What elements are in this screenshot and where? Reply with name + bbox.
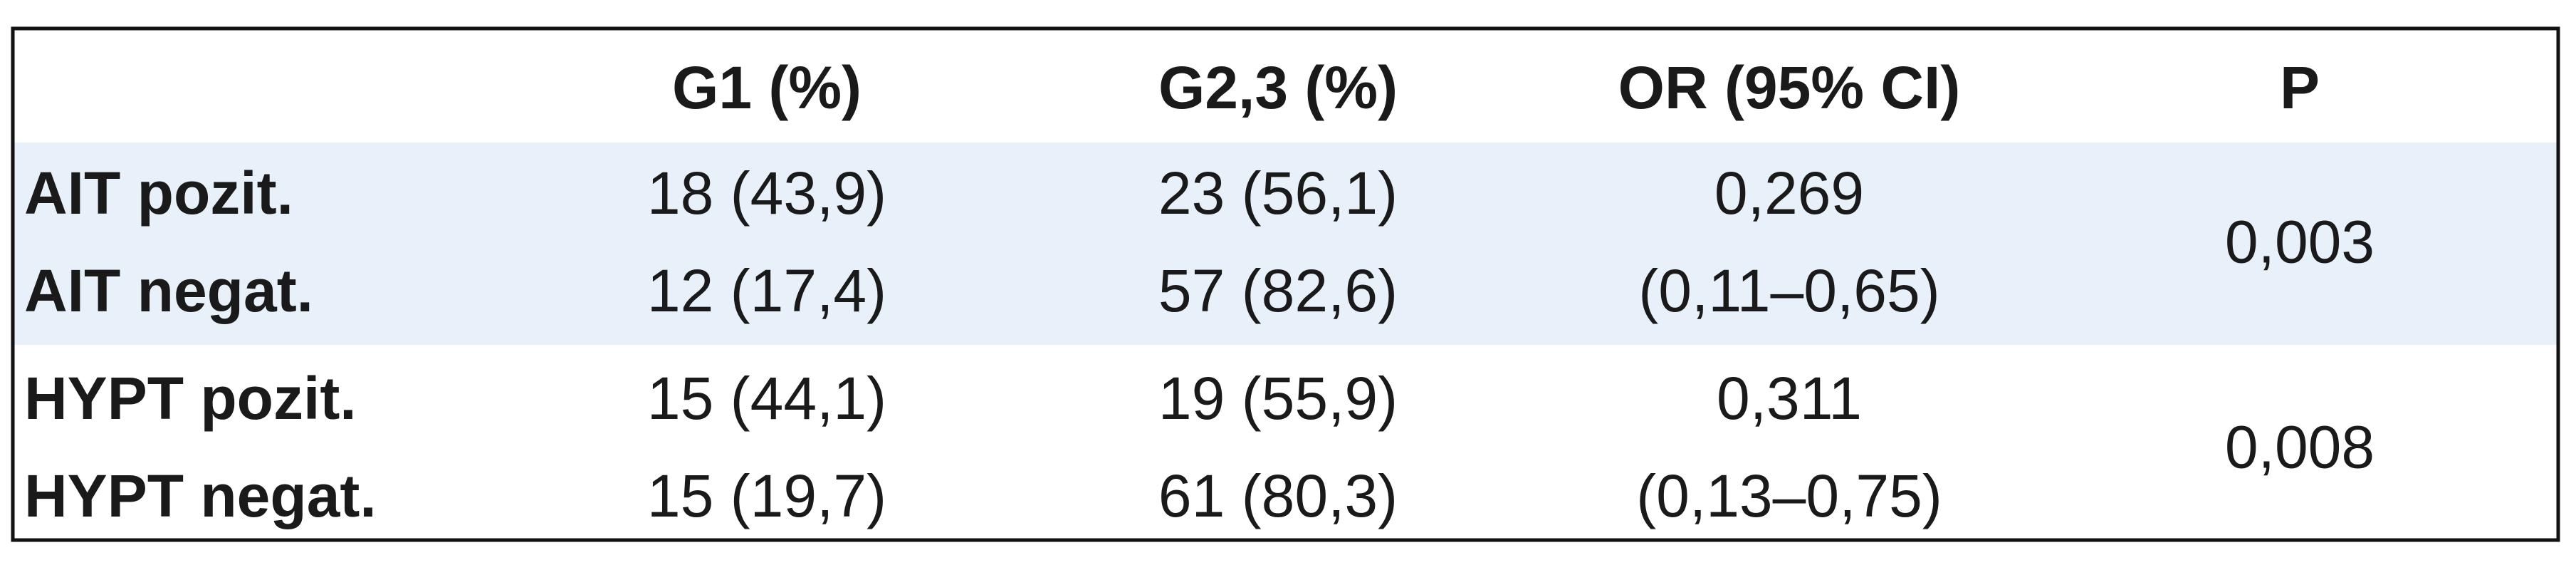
confidence-interval: (0,13–0,75) <box>1636 462 1942 529</box>
column-header: P <box>2280 54 2320 121</box>
column-header: OR (95% CI) <box>1618 54 1961 121</box>
row-label: HYPT negat. <box>24 462 377 529</box>
confidence-interval: (0,11–0,65) <box>1638 257 1939 324</box>
cell: 18 (43,9) <box>647 160 886 227</box>
p-value: 0,003 <box>2225 209 2375 276</box>
column-header: G2,3 (%) <box>1158 54 1398 121</box>
p-value: 0,008 <box>2225 414 2375 481</box>
cell: 12 (17,4) <box>647 257 886 324</box>
cell: 15 (19,7) <box>647 462 886 529</box>
cell: 23 (56,1) <box>1158 160 1398 227</box>
table-border <box>11 26 2560 542</box>
odds-ratio: 0,269 <box>1714 160 1864 227</box>
cell: 57 (82,6) <box>1158 257 1398 324</box>
column-header: G1 (%) <box>672 54 862 121</box>
group-band <box>13 142 2558 345</box>
cell: 15 (44,1) <box>647 365 886 432</box>
cell: 61 (80,3) <box>1158 462 1398 529</box>
row-label: AIT pozit. <box>24 160 293 227</box>
cell: 19 (55,9) <box>1158 365 1398 432</box>
row-label: AIT negat. <box>24 257 313 324</box>
odds-ratio: 0,311 <box>1717 365 1862 432</box>
row-label: HYPT pozit. <box>24 365 357 432</box>
